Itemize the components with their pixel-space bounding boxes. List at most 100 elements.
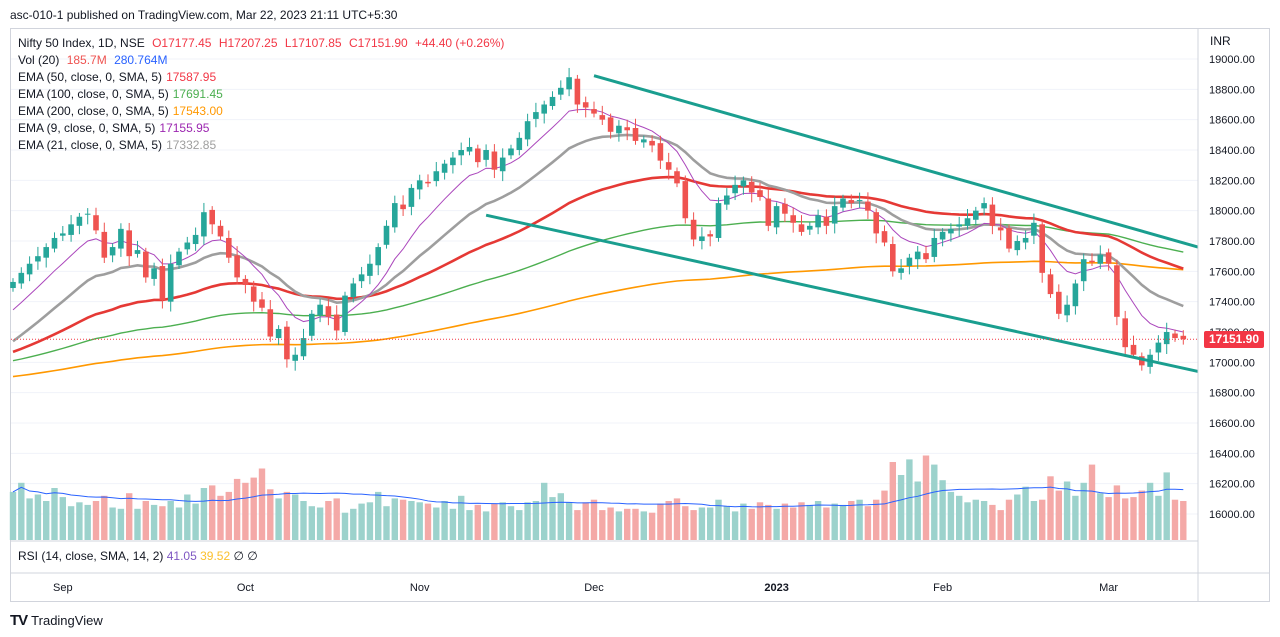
candle-body [392,203,398,228]
volume-bar [142,501,149,540]
y-tick-label: 16400.00 [1209,448,1255,460]
volume-bar [1030,501,1038,540]
volume-bar [557,493,564,540]
candle-body [964,218,971,226]
candle-body [333,314,340,331]
candle-body [906,257,913,267]
y-tick-label: 17800.00 [1209,236,1255,248]
tradingview-logo-icon: TV [10,612,28,629]
volume-bar [823,507,830,540]
volume-bar [790,507,797,540]
volume-bar [76,502,83,540]
volume-bar [1130,497,1137,540]
volume-bar [565,502,573,540]
candle-body [408,187,415,207]
rsi-band-lower: ∅ [247,549,258,563]
volume-bar [889,462,896,540]
volume-bar [1022,486,1029,540]
candle-body [790,215,796,223]
volume-bar [316,507,324,540]
candle-body [1114,265,1120,317]
legend-symbol-row: Nifty 50 Index, 1D, NSE O17177.45 H17207… [18,35,504,52]
candle-body [757,190,763,198]
candle-body [881,231,888,243]
candle-body [1122,318,1128,348]
volume-bar [615,511,623,540]
candle-body [740,180,747,187]
candle-body [707,234,713,237]
candle-body [973,210,979,220]
volume-bar [1105,497,1112,540]
candle-body [450,157,456,166]
volume-bar [9,491,17,540]
candle-body [275,328,282,339]
x-tick-label: Oct [237,582,254,594]
candle-body [699,236,705,241]
volume-bar [217,495,224,540]
candle-body [1039,224,1045,273]
candle-body [84,213,91,215]
volume-bar [1080,482,1087,540]
published-text: asc-010-1 published on TradingView.com, … [10,8,398,22]
volume-bar [333,498,340,540]
volume-bar [524,502,531,540]
candle-body [259,299,265,308]
volume-bar [707,507,714,540]
volume-bar [665,501,672,540]
ema-label: EMA (200, close, 0, SMA, 5) [18,104,169,118]
rsi-value: 41.05 [166,549,197,563]
volume-bar [59,497,66,540]
rsi-label: RSI (14, close, SMA, 14, 2) [18,549,164,563]
candle-body [898,268,904,273]
volume-bar [640,511,647,540]
volume-bar [458,495,465,540]
currency-unit: INR [1210,34,1231,48]
candle-body [773,206,780,228]
candle-body [748,181,755,193]
candle-body [209,209,215,225]
volume-average-value: 280.764M [114,53,168,67]
volume-bar [1063,481,1071,540]
volume-bar [134,508,141,540]
volume-bar [1072,495,1079,540]
volume-bar [1171,499,1179,540]
volume-bar [1005,499,1013,540]
y-tick-label: 17400.00 [1209,297,1255,309]
candle-body [624,127,630,131]
volume-bar [657,503,664,540]
volume-bar [92,501,100,540]
volume-bar [781,503,789,540]
candle-body [516,137,523,150]
candle-body [831,206,838,224]
volume-bar [308,506,315,540]
footer[interactable]: TV TradingView [10,612,103,629]
volume-bar [748,508,755,540]
x-tick-label: Nov [410,582,430,594]
volume-bar [175,507,183,540]
candle-body [1139,356,1145,366]
volume-bar [831,503,838,540]
volume-bar [964,502,971,540]
candle-body [582,102,589,108]
candle-body [574,78,581,105]
volume-bar [325,501,332,540]
candle-body [956,224,962,227]
legend-volume-row: Vol (20) 185.7M 280.764M [18,52,504,69]
ema-label: EMA (9, close, 0, SMA, 5) [18,121,156,135]
ohlc-close: C17151.90 [348,36,408,50]
volume-bar [624,508,631,540]
volume-bar [84,504,91,540]
volume-bar [159,506,166,540]
candle-body [109,247,116,256]
candle-body [981,203,987,209]
volume-bar [350,508,357,540]
volume-bar [242,482,249,540]
rsi-band-upper: ∅ [233,549,244,563]
volume-bar [466,510,473,540]
candle-body [184,242,191,250]
volume-bar [1122,498,1129,540]
volume-bar [1088,464,1096,540]
candle-body [782,203,788,214]
x-tick-label: Dec [584,582,604,594]
